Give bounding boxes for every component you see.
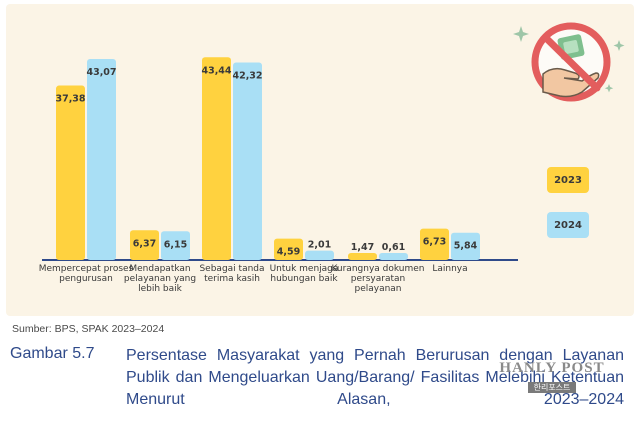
source-note: Sumber: BPS, SPAK 2023–2024 xyxy=(12,323,165,335)
value-label-2023-5: 1,47 xyxy=(351,242,374,253)
bar-2023-2 xyxy=(130,230,159,260)
category-label-1: Mempercepat proses pengurusan xyxy=(38,264,134,284)
bar-2023-5 xyxy=(348,253,377,260)
watermark-title: HANLY POST xyxy=(499,360,605,376)
category-label-5: Kurangnya dokumen persyaratan pelayanan xyxy=(331,264,425,294)
figure-caption: Persentase Masyarakat yang Pernah Beruru… xyxy=(126,347,624,408)
bar-2023-1 xyxy=(56,85,85,260)
no-money-icon xyxy=(513,22,625,102)
value-label-2024-1: 43,07 xyxy=(86,67,116,78)
watermark-logo: HANLY POST 한리포스트 xyxy=(497,360,607,394)
category-label-3: Sebagai tanda terima kasih xyxy=(199,264,265,284)
value-label-2023-6: 6,73 xyxy=(423,237,446,248)
bar-2023-6 xyxy=(420,228,449,260)
value-label-2024-2: 6,15 xyxy=(164,239,187,250)
bar-2024-4 xyxy=(305,250,334,260)
value-label-2024-4: 2,01 xyxy=(308,240,331,251)
legend-2023: 2023 xyxy=(547,167,589,193)
bar-2024-5 xyxy=(379,253,408,260)
value-label-2024-3: 42,32 xyxy=(232,71,262,82)
value-label-2024-5: 0,61 xyxy=(382,242,405,253)
bar-chart: 37,38 6,37 43,44 4,59 1,47 6,73 43,07 6,15 42,32… xyxy=(42,57,518,261)
bar-2024-2 xyxy=(161,231,190,260)
chart-panel: 37,38 6,37 43,44 4,59 1,47 6,73 43,07 6,15 42,32… xyxy=(6,4,634,316)
category-label-2: Mendapatkan pelayanan yang lebih baik xyxy=(123,264,197,294)
bar-2023-4 xyxy=(274,238,303,260)
value-label-2024-6: 5,84 xyxy=(454,241,478,252)
sparkle-icon xyxy=(513,26,625,93)
category-label-4: Untuk menjaga hubungan baik xyxy=(269,264,339,284)
category-label-6: Lainnya xyxy=(432,264,468,274)
bar-2024-3 xyxy=(233,62,262,260)
value-label-2023-3: 43,44 xyxy=(201,65,231,76)
value-label-2023-4: 4,59 xyxy=(277,247,300,258)
value-label-2023-2: 6,37 xyxy=(133,238,156,249)
bar-2023-3 xyxy=(202,57,231,260)
bar-2024-6 xyxy=(451,232,480,260)
bar-2024-1 xyxy=(87,59,116,260)
figure-number: Gambar 5.7 xyxy=(10,345,95,362)
value-label-2023-1: 37,38 xyxy=(55,94,85,105)
watermark-subtitle: 한리포스트 xyxy=(527,382,577,393)
legend-2024: 2024 xyxy=(547,212,589,238)
